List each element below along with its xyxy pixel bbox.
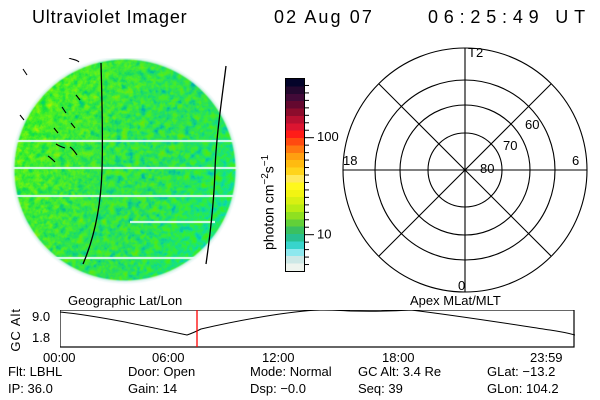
svg-text:T2: T2 <box>468 45 483 60</box>
svg-text:10: 10 <box>317 227 331 242</box>
svg-text:60: 60 <box>525 117 539 132</box>
svg-text:80: 80 <box>480 161 494 176</box>
svg-text:100: 100 <box>317 129 339 144</box>
svg-text:0: 0 <box>458 278 465 293</box>
svg-text:6: 6 <box>572 153 579 168</box>
svg-text:18: 18 <box>343 153 357 168</box>
svg-text:70: 70 <box>503 138 517 153</box>
